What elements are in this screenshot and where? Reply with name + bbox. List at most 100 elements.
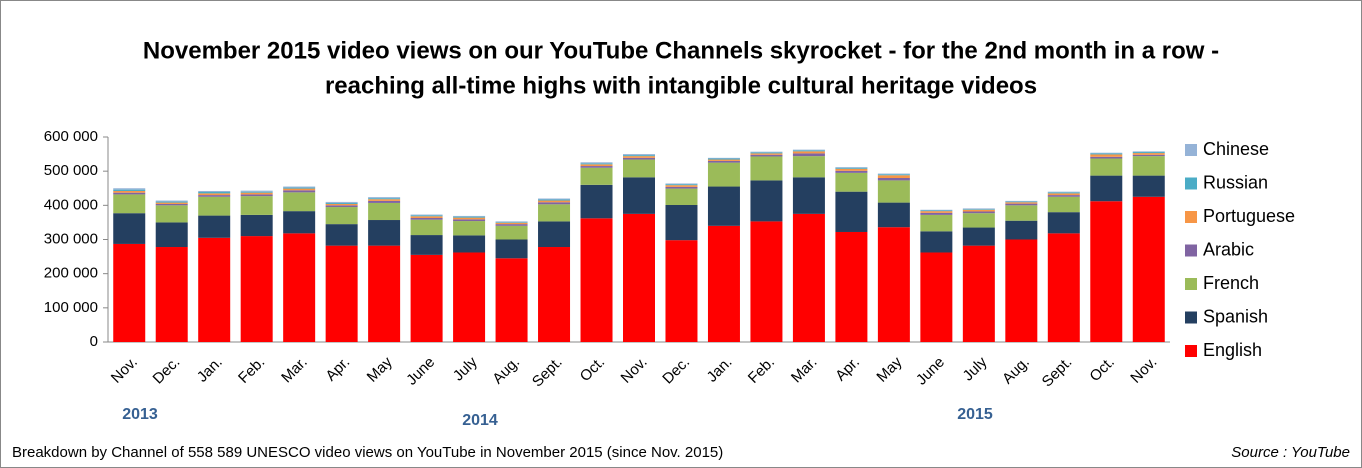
bar-segment	[623, 213, 655, 342]
bar-segment	[113, 188, 146, 190]
bar-segment	[198, 192, 231, 194]
bar-segment	[665, 186, 698, 189]
bar-segment	[1005, 239, 1038, 342]
bar-segment	[792, 177, 825, 214]
bar-segment	[1005, 205, 1038, 221]
bar-segment	[1090, 152, 1123, 154]
chart-title: November 2015 video views on our YouTube…	[143, 37, 1219, 64]
bar-segment	[538, 247, 571, 342]
bar-segment	[750, 221, 783, 342]
bar-segment	[495, 224, 528, 226]
bar-segment	[198, 190, 231, 193]
bar-segment	[920, 214, 953, 232]
bar-segment	[283, 188, 316, 191]
bar-segment	[1047, 212, 1080, 234]
bar-segment	[368, 202, 401, 221]
y-tick-label: 600 000	[44, 128, 98, 145]
bar-segment	[1047, 233, 1080, 342]
bar-segment	[877, 174, 910, 176]
bar-segment	[962, 209, 995, 210]
bar-segment	[410, 217, 443, 220]
bar-segment	[325, 245, 358, 342]
bar-segment	[835, 231, 868, 342]
bar-segment	[1005, 220, 1038, 240]
legend-swatch	[1185, 177, 1197, 190]
bar-segment	[877, 173, 910, 175]
y-tick-label: 100 000	[44, 299, 98, 316]
bar-segment	[198, 237, 231, 342]
bar-segment	[368, 220, 401, 246]
bar-segment	[623, 156, 655, 158]
y-tick-label: 400 000	[44, 196, 98, 213]
legend-label: Chinese	[1203, 139, 1269, 159]
bar-segment	[453, 235, 486, 253]
bar-segment	[410, 254, 443, 342]
bar-segment	[495, 222, 528, 223]
bar-segment	[877, 175, 910, 178]
bar-segment	[198, 215, 231, 238]
bar-segment	[410, 235, 443, 255]
bar-segment	[410, 219, 443, 236]
bar-segment	[665, 188, 698, 205]
bar-segment	[538, 198, 571, 200]
bar-segment	[1005, 201, 1038, 203]
bar-segment	[368, 245, 401, 342]
bar-segment	[113, 190, 146, 193]
bar-segment	[325, 203, 358, 206]
bar-segment	[962, 208, 995, 210]
bar-segment	[198, 196, 231, 216]
bar-segment	[453, 216, 486, 218]
legend-swatch	[1185, 278, 1197, 290]
bar-segment	[495, 239, 528, 259]
bar-segment	[835, 191, 868, 232]
year-label: 2013	[122, 406, 158, 423]
bar-segment	[368, 199, 401, 201]
bar-segment	[1047, 193, 1080, 196]
bar-segment	[962, 227, 995, 246]
bar-segment	[283, 211, 316, 234]
bar-segment	[623, 159, 655, 178]
bar-segment	[623, 154, 655, 156]
bar-segment	[495, 222, 528, 225]
bar-segment	[325, 201, 358, 203]
legend-swatch	[1185, 244, 1197, 257]
y-tick-label: 0	[90, 333, 98, 350]
bar-segment	[877, 180, 910, 203]
bar-segment	[750, 180, 783, 222]
bar-segment	[835, 172, 868, 192]
bar-segment	[792, 150, 825, 152]
bar-segment	[1132, 175, 1165, 197]
bar-segment	[283, 233, 316, 342]
bar-segment	[240, 192, 273, 195]
bar-segment	[750, 154, 783, 157]
bar-segment	[1005, 200, 1038, 202]
bar-segment	[835, 170, 868, 173]
bar-segment	[538, 199, 571, 201]
bar-segment	[920, 209, 953, 211]
legend-swatch	[1185, 311, 1197, 324]
bar-segment	[283, 187, 316, 189]
legend-label: Russian	[1203, 172, 1268, 192]
bar-segment	[453, 217, 486, 220]
bar-segment	[707, 162, 740, 187]
bar-segment	[792, 149, 825, 151]
bar-segment	[707, 158, 740, 160]
year-label: 2015	[957, 406, 993, 423]
bar-segment	[240, 191, 273, 193]
legend-label: Portuguese	[1203, 206, 1295, 226]
bar-segment	[240, 236, 273, 342]
bar-segment	[1090, 175, 1123, 202]
bar-segment	[877, 227, 910, 342]
bar-segment	[1132, 196, 1165, 342]
bar-segment	[1047, 195, 1080, 197]
bar-segment	[155, 222, 188, 248]
bar-segment	[750, 151, 783, 153]
bar-segment	[495, 221, 528, 223]
bar-segment	[580, 162, 613, 164]
legend-label: English	[1203, 340, 1262, 360]
bar-segment	[962, 209, 995, 212]
bar-segment	[155, 203, 188, 206]
bar-segment	[1132, 153, 1165, 155]
bar-segment	[368, 198, 401, 200]
